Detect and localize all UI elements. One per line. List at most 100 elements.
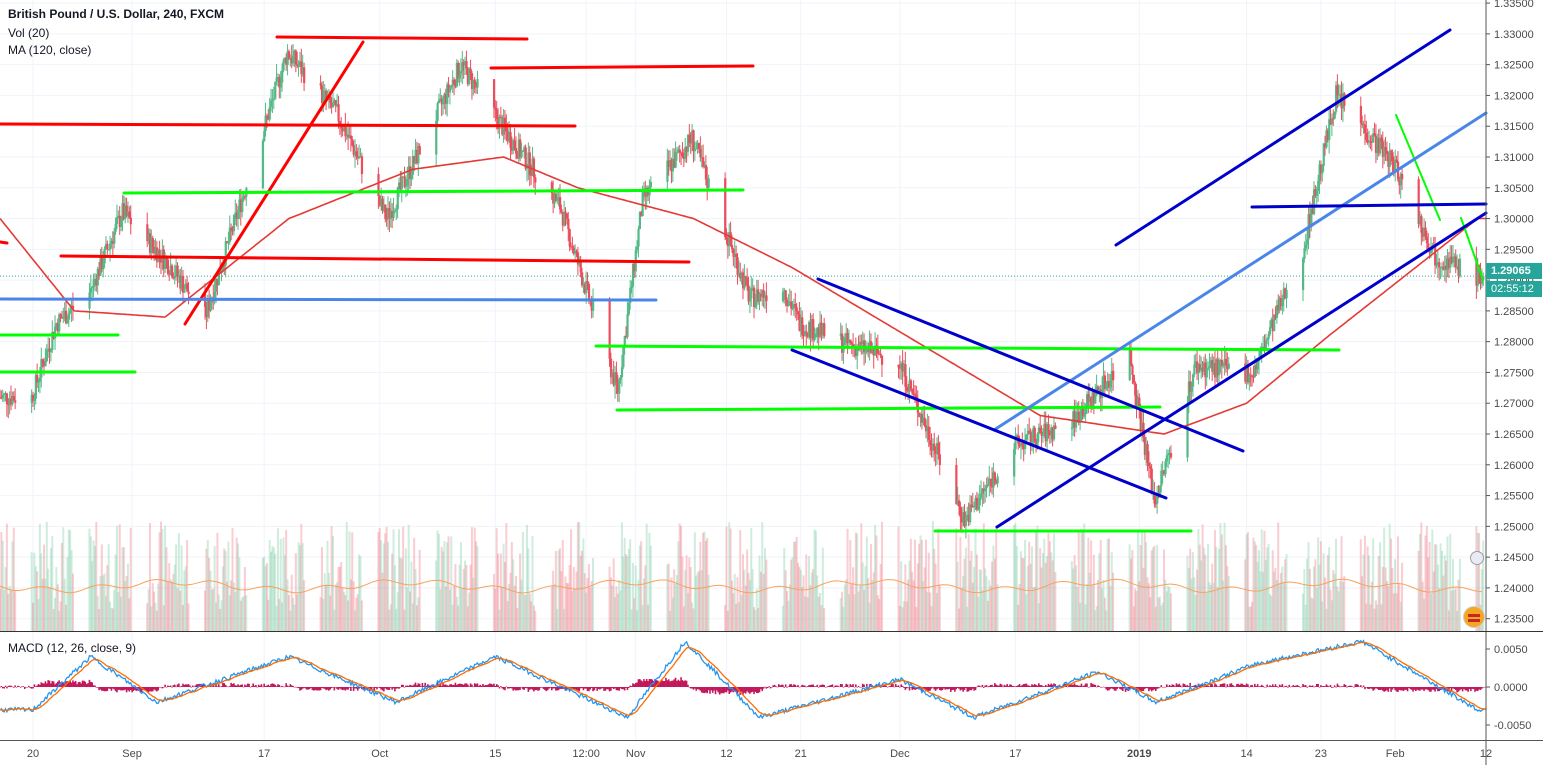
red-level-line[interactable]	[59, 254, 691, 264]
macd-histogram-bar	[1420, 687, 1423, 690]
volume-bar	[289, 610, 292, 631]
blue-channel-line[interactable]	[995, 211, 1488, 529]
volume-bar	[238, 557, 241, 631]
macd-histogram-bar	[116, 687, 118, 693]
macd-histogram-bar	[323, 687, 326, 689]
macd-histogram-bar	[1453, 687, 1456, 690]
macd-histogram-bar	[1256, 684, 1259, 687]
macd-histogram-bar	[124, 687, 127, 690]
candle-down	[986, 485, 990, 487]
blue-level-line[interactable]	[0, 297, 658, 302]
macd-histogram-bar	[1208, 686, 1211, 687]
macd-histogram-bar	[329, 687, 332, 690]
red-level-line[interactable]	[0, 240, 9, 245]
macd-histogram-bar	[615, 687, 618, 691]
green-level-line[interactable]	[615, 405, 1162, 412]
green-level-line[interactable]	[122, 188, 745, 195]
macd-histogram-bar	[190, 687, 193, 688]
macd-histogram-bar	[936, 687, 938, 690]
macd-histogram-bar	[286, 685, 289, 687]
candle-down	[1326, 130, 1329, 141]
green-trendline[interactable]	[1395, 114, 1441, 221]
drawing-overlays[interactable]	[0, 28, 1488, 533]
volume-bar	[578, 522, 581, 631]
macd-histogram-bar	[1459, 687, 1461, 691]
candle-down	[867, 346, 870, 353]
candle-up	[666, 160, 669, 182]
volume-bar	[1088, 572, 1091, 631]
blue-level-line[interactable]	[1250, 202, 1488, 209]
blue-channel-line[interactable]	[992, 111, 1488, 432]
candle-down	[1366, 139, 1369, 143]
candle-down	[5, 393, 9, 405]
macd-histogram-bar	[519, 687, 521, 690]
candle-down	[680, 152, 683, 154]
candle-up	[1306, 239, 1309, 245]
flag-icon[interactable]	[1470, 551, 1484, 565]
volume-bar	[1383, 527, 1386, 631]
candle-up	[1275, 305, 1279, 318]
macd-histogram-bar	[1406, 687, 1409, 692]
red-level-line[interactable]	[489, 64, 755, 70]
macd-histogram-bar	[863, 684, 865, 687]
volume-bar	[384, 533, 387, 631]
volume-bar	[501, 586, 504, 631]
blue-channel-line[interactable]	[816, 277, 1245, 453]
macd-histogram-bar	[17, 685, 19, 687]
macd-histogram-bar	[157, 687, 160, 691]
candle-down	[1479, 271, 1482, 284]
ma-legend[interactable]: MA (120, close)	[8, 43, 92, 57]
candle-up	[1, 395, 4, 399]
volume-bar	[627, 548, 630, 631]
blue-channel-line[interactable]	[1114, 28, 1452, 247]
volume-bar	[1205, 592, 1208, 631]
candle-down	[929, 440, 932, 446]
candle-up	[1085, 394, 1089, 409]
volume-bar	[1391, 567, 1394, 631]
candle-down	[820, 322, 823, 336]
macd-histogram-bar	[612, 687, 615, 690]
macd-histogram-bar	[833, 687, 835, 688]
red-level-line[interactable]	[0, 122, 577, 128]
currency-icon[interactable]	[1463, 606, 1485, 628]
red-level-line[interactable]	[275, 35, 529, 41]
macd-histogram-bar	[91, 682, 93, 687]
red-trendline[interactable]	[183, 40, 365, 326]
volume-bar	[388, 609, 391, 631]
blue-channel-line[interactable]	[790, 348, 1168, 500]
volume-bar	[1106, 539, 1109, 631]
volume-bar	[874, 524, 877, 631]
candle-down	[1226, 365, 1229, 369]
candle-down	[849, 339, 852, 343]
volume-bar	[532, 605, 535, 631]
macd-histogram-bar	[37, 684, 40, 687]
volume-legend[interactable]: Vol (20)	[8, 26, 50, 40]
volume-bar	[608, 566, 611, 631]
volume-bar	[1095, 606, 1098, 631]
volume-bar	[1211, 563, 1214, 631]
macd-histogram-bar	[266, 685, 268, 687]
macd-histogram-bar	[1482, 687, 1485, 688]
macd-histogram-bar	[281, 685, 283, 687]
candle-down	[725, 237, 728, 240]
candle-down	[616, 382, 619, 394]
volume-bar	[937, 528, 940, 631]
macd-histogram-bar	[1417, 687, 1420, 691]
macd-histogram-bar	[1340, 686, 1343, 687]
candle-up	[636, 246, 639, 251]
volume-bar	[180, 545, 183, 631]
candle-up	[213, 291, 216, 302]
macd-histogram-bar	[131, 687, 133, 693]
macd-legend[interactable]: MACD (12, 26, close, 9)	[8, 641, 137, 655]
volume-bar	[820, 605, 823, 631]
candle-up	[1032, 427, 1035, 443]
volume-bar	[993, 558, 996, 631]
green-level-line[interactable]	[594, 344, 1341, 352]
candle-up	[114, 224, 117, 232]
volume-bar	[338, 566, 341, 631]
candle-down	[153, 247, 156, 254]
volume-bar	[920, 539, 923, 631]
volume-bar	[323, 573, 326, 631]
candle-down	[347, 134, 350, 138]
